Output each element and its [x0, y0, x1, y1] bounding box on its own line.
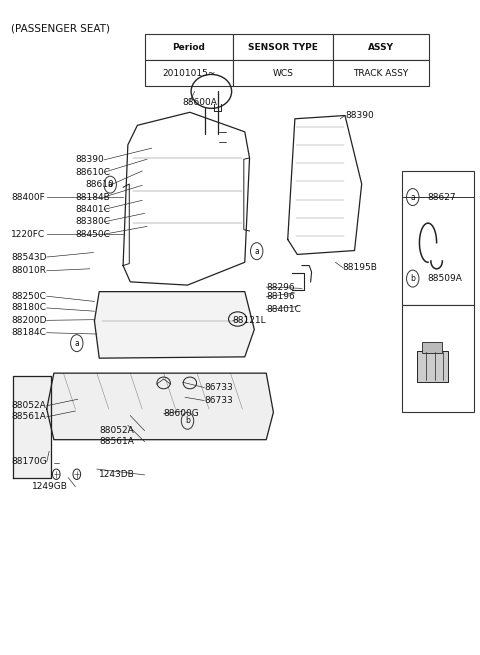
FancyBboxPatch shape [233, 34, 333, 60]
FancyBboxPatch shape [144, 60, 233, 86]
Text: 88561A: 88561A [99, 437, 134, 446]
Text: 88196: 88196 [266, 292, 295, 301]
Text: 88390: 88390 [345, 111, 374, 120]
Text: a: a [108, 180, 113, 189]
FancyBboxPatch shape [333, 34, 429, 60]
Text: 88600G: 88600G [164, 409, 199, 418]
Text: 88052A: 88052A [11, 402, 46, 410]
Text: 88610: 88610 [85, 180, 114, 189]
Text: 1243DB: 1243DB [99, 470, 135, 479]
Text: 88610C: 88610C [75, 168, 110, 177]
FancyBboxPatch shape [402, 171, 474, 305]
Text: 88250C: 88250C [11, 291, 46, 301]
Text: 88121L: 88121L [233, 316, 266, 325]
Text: TRACK ASSY: TRACK ASSY [353, 69, 408, 78]
Text: 88195B: 88195B [343, 263, 377, 272]
Text: 88509A: 88509A [428, 274, 462, 283]
Text: 88600A: 88600A [183, 98, 217, 107]
Text: (PASSENGER SEAT): (PASSENGER SEAT) [11, 24, 110, 34]
Text: 88180C: 88180C [11, 303, 46, 312]
Text: a: a [410, 193, 415, 202]
Text: a: a [254, 247, 259, 255]
Text: b: b [185, 417, 190, 425]
Text: 88380C: 88380C [75, 217, 110, 227]
Text: 88401C: 88401C [266, 305, 301, 314]
Text: 88010R: 88010R [11, 266, 46, 275]
Text: SENSOR TYPE: SENSOR TYPE [248, 43, 318, 52]
Text: Period: Period [172, 43, 205, 52]
Text: 88400F: 88400F [11, 193, 45, 202]
Polygon shape [13, 377, 51, 477]
FancyBboxPatch shape [333, 60, 429, 86]
Text: 88543D: 88543D [11, 253, 47, 261]
FancyBboxPatch shape [417, 351, 447, 383]
Text: 20101015~: 20101015~ [162, 69, 216, 78]
Text: 88184B: 88184B [75, 193, 110, 202]
Text: 88052A: 88052A [99, 426, 134, 435]
FancyBboxPatch shape [144, 34, 233, 60]
FancyBboxPatch shape [233, 60, 333, 86]
FancyBboxPatch shape [422, 342, 443, 353]
Text: ASSY: ASSY [368, 43, 394, 52]
Text: b: b [410, 274, 415, 283]
FancyBboxPatch shape [402, 305, 474, 412]
Text: 88170G: 88170G [11, 457, 47, 466]
Text: 88561A: 88561A [11, 413, 46, 421]
Text: 88200D: 88200D [11, 316, 47, 325]
Text: 88627: 88627 [428, 193, 456, 202]
Text: 1220FC: 1220FC [11, 230, 45, 238]
Text: 1249GB: 1249GB [33, 482, 68, 491]
Text: 88401C: 88401C [75, 205, 110, 214]
Text: 88450C: 88450C [75, 230, 110, 238]
Polygon shape [47, 373, 274, 440]
Text: a: a [74, 339, 79, 348]
Text: 86733: 86733 [204, 383, 233, 392]
Text: 88296: 88296 [266, 282, 295, 291]
Text: 88390: 88390 [75, 155, 104, 164]
Text: WCS: WCS [273, 69, 293, 78]
Text: 88184C: 88184C [11, 328, 46, 337]
Polygon shape [95, 291, 254, 358]
Text: 86733: 86733 [204, 396, 233, 405]
